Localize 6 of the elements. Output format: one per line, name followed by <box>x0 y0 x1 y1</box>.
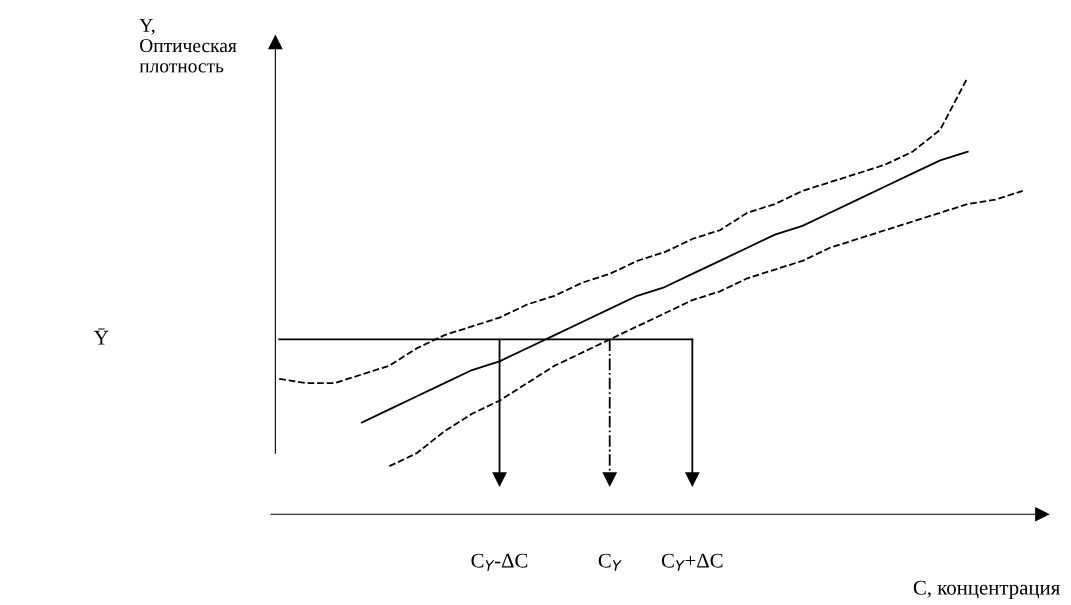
ref-line-label: Ȳ <box>94 328 109 345</box>
x-tick-label: C$_{Y}$+ΔC <box>661 553 723 571</box>
x-axis-title: C, концентрация <box>913 580 1060 599</box>
x-tick-label: C$_{Y}$-ΔC <box>471 553 528 571</box>
x-tick-label: C$_{Y}$ <box>598 553 622 571</box>
y-axis-title: Y, Оптическая плотность <box>139 18 237 73</box>
